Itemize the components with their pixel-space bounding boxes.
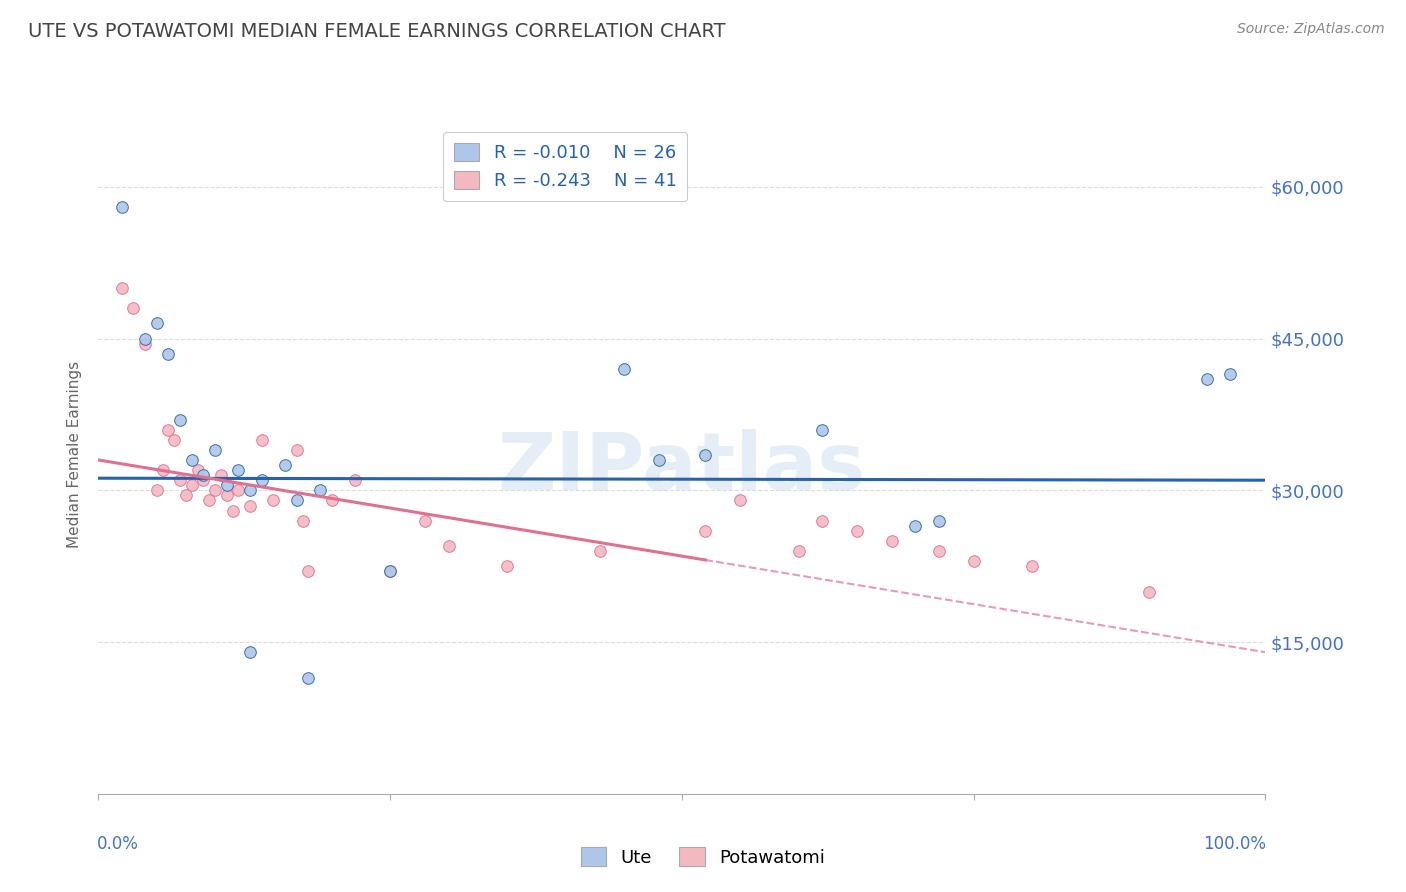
Point xyxy=(157,347,180,361)
Point xyxy=(695,448,717,462)
Point xyxy=(613,362,636,376)
Point xyxy=(180,478,202,492)
Point xyxy=(169,412,191,426)
Text: Source: ZipAtlas.com: Source: ZipAtlas.com xyxy=(1237,22,1385,37)
Point xyxy=(250,433,273,447)
Point xyxy=(904,518,927,533)
Point xyxy=(962,554,984,568)
Point xyxy=(811,423,834,437)
Point xyxy=(204,483,226,498)
Point xyxy=(496,559,519,574)
Point xyxy=(134,332,156,346)
Point xyxy=(285,442,308,457)
Point xyxy=(787,544,810,558)
Text: UTE VS POTAWATOMI MEDIAN FEMALE EARNINGS CORRELATION CHART: UTE VS POTAWATOMI MEDIAN FEMALE EARNINGS… xyxy=(28,22,725,41)
Point xyxy=(215,478,238,492)
Point xyxy=(262,493,284,508)
Point xyxy=(730,493,752,508)
Point xyxy=(146,317,169,331)
Point xyxy=(180,453,202,467)
Point xyxy=(297,671,319,685)
Point xyxy=(157,423,180,437)
Point xyxy=(239,499,262,513)
Point xyxy=(695,524,717,538)
Point xyxy=(221,503,243,517)
Point xyxy=(209,468,232,483)
Point xyxy=(187,463,209,477)
Text: ZIPatlas: ZIPatlas xyxy=(498,429,866,508)
Point xyxy=(846,524,869,538)
Point xyxy=(239,645,262,659)
Point xyxy=(239,483,262,498)
Point xyxy=(285,493,308,508)
Point xyxy=(880,533,903,548)
Point xyxy=(198,493,221,508)
Point xyxy=(250,473,273,487)
Text: 0.0%: 0.0% xyxy=(97,835,139,853)
Point xyxy=(122,301,145,316)
Point xyxy=(928,514,950,528)
Point xyxy=(647,453,669,467)
Point xyxy=(169,473,191,487)
Legend: R = -0.010    N = 26, R = -0.243    N = 41: R = -0.010 N = 26, R = -0.243 N = 41 xyxy=(443,132,688,202)
Y-axis label: Median Female Earnings: Median Female Earnings xyxy=(67,361,83,549)
Point xyxy=(1195,372,1218,386)
Point xyxy=(589,544,612,558)
Point xyxy=(291,514,314,528)
Point xyxy=(321,493,343,508)
Point xyxy=(215,488,238,502)
Point xyxy=(1137,584,1160,599)
Point xyxy=(811,514,834,528)
Text: 100.0%: 100.0% xyxy=(1204,835,1267,853)
Point xyxy=(1219,367,1241,381)
Point xyxy=(297,564,319,578)
Point xyxy=(928,544,950,558)
Point xyxy=(163,433,186,447)
Point xyxy=(228,483,250,498)
Point xyxy=(174,488,197,502)
Point xyxy=(204,442,226,457)
Point xyxy=(437,539,460,553)
Point xyxy=(152,463,174,477)
Point xyxy=(111,281,134,295)
Point xyxy=(380,564,402,578)
Point xyxy=(193,468,215,483)
Point xyxy=(134,336,156,351)
Legend: Ute, Potawatomi: Ute, Potawatomi xyxy=(574,840,832,874)
Point xyxy=(309,483,332,498)
Point xyxy=(193,473,215,487)
Point xyxy=(1021,559,1043,574)
Point xyxy=(380,564,402,578)
Point xyxy=(228,463,250,477)
Point xyxy=(274,458,297,472)
Point xyxy=(344,473,367,487)
Point xyxy=(413,514,436,528)
Point xyxy=(146,483,169,498)
Point xyxy=(111,200,134,214)
